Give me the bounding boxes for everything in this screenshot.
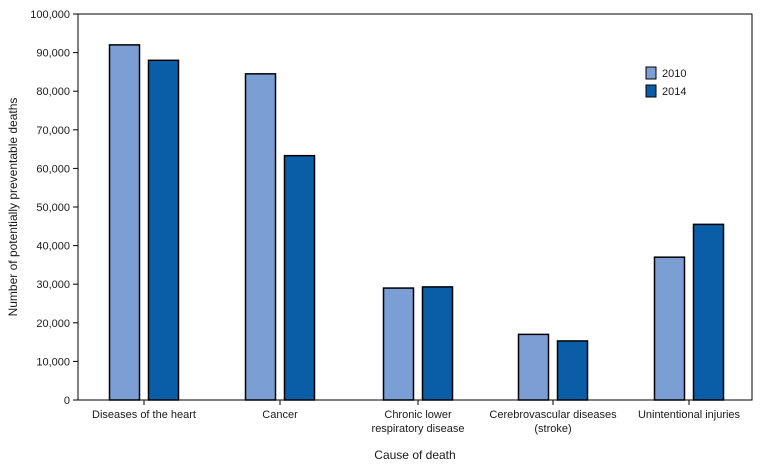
x-tick-label: respiratory disease (372, 423, 465, 435)
x-tick-label: Unintentional injuries (638, 409, 741, 421)
y-axis-ticks: 0 10,000 20,000 30,000 40,000 50,000 60,000 70,… (30, 9, 78, 407)
y-tick-label: 20,000 (36, 318, 70, 330)
x-axis-ticks: Diseases of the heart Cancer Chronic lower… (92, 400, 741, 435)
y-tick-label: 50,000 (36, 202, 70, 214)
y-tick-label: 100,000 (30, 9, 70, 21)
bar-2010-0 (108, 44, 141, 401)
axes (77, 13, 753, 401)
legend: 2010 2014 (645, 66, 686, 98)
bar-2014-0 (147, 59, 180, 401)
x-tick-label: Chronic lower (384, 409, 452, 421)
legend-label-2014: 2014 (662, 86, 686, 98)
y-axis-title: Number of potentially preventable deaths (6, 98, 20, 317)
legend-swatch-2010 (645, 66, 657, 80)
y-tick-label: 10,000 (36, 356, 70, 368)
y-tick-label: 30,000 (36, 279, 70, 291)
x-tick-label: Cancer (262, 409, 298, 421)
x-axis-title: Cause of death (374, 448, 455, 462)
y-tick-label: 60,000 (36, 163, 70, 175)
legend-label-2010: 2010 (662, 68, 686, 80)
bar-2014-1 (283, 154, 316, 401)
bar-2010-1 (244, 73, 277, 401)
legend-swatch-2014 (645, 84, 657, 98)
x-tick-label: Diseases of the heart (92, 409, 196, 421)
plot-frame (77, 13, 753, 401)
y-tick-label: 40,000 (36, 241, 70, 253)
bar-2014-3 (556, 340, 589, 401)
y-tick-label: 70,000 (36, 125, 70, 137)
x-tick-label: (stroke) (534, 423, 571, 435)
bar-2010-4 (653, 256, 686, 401)
y-tick-label: 0 (64, 395, 70, 407)
y-tick-label: 90,000 (36, 48, 70, 60)
y-tick-label: 80,000 (36, 86, 70, 98)
bar-2010-3 (517, 333, 550, 401)
bar-2014-2 (421, 286, 454, 401)
bar-2010-2 (382, 287, 415, 401)
bar-2014-4 (692, 223, 725, 401)
bars (108, 44, 725, 401)
x-tick-label: Cerebrovascular diseases (489, 409, 617, 421)
